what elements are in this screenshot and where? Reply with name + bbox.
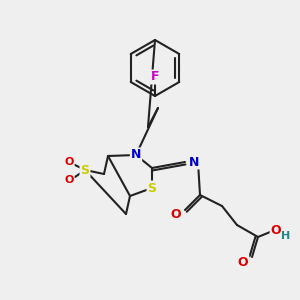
Text: O: O — [271, 224, 281, 236]
Text: S: S — [80, 164, 89, 176]
Text: S: S — [148, 182, 157, 194]
Text: O: O — [171, 208, 181, 221]
Text: N: N — [189, 155, 199, 169]
Text: H: H — [281, 231, 291, 241]
Text: N: N — [131, 148, 141, 161]
Text: F: F — [151, 70, 159, 83]
Text: O: O — [64, 157, 74, 167]
Text: O: O — [64, 175, 74, 185]
Text: O: O — [238, 256, 248, 268]
